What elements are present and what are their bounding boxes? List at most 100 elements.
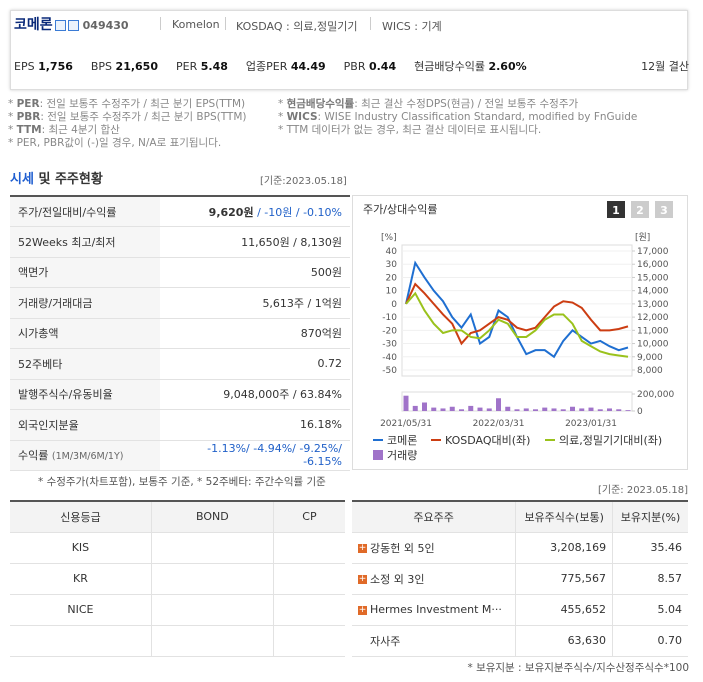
- button-label[interactable]: 3: [660, 204, 668, 217]
- row-value: 870억원: [160, 318, 350, 349]
- row-label: 발행주식수/유동비율: [10, 379, 160, 410]
- y-tick-label: -50: [382, 366, 397, 376]
- note-line: * WICS: WISE Industry Classification Sta…: [278, 111, 638, 123]
- row: 발행주식수/유동비율 9,048,000주 / 63.84%: [10, 379, 350, 410]
- row: 52Weeks 최고/최저 11,650원 / 8,130원: [10, 226, 350, 258]
- icon[interactable]: [54, 19, 66, 31]
- cell: 0.70: [612, 625, 688, 657]
- volume-bar: [468, 405, 474, 411]
- title-rest: 및 주주현황: [38, 172, 103, 187]
- volume-tick-label: 0: [637, 407, 643, 417]
- value: 5,613주 / 1억원: [262, 296, 342, 310]
- y-tick-label: 30: [386, 260, 398, 270]
- legend-label: 의료,정밀기기대비(좌): [559, 434, 662, 447]
- icon[interactable]: [67, 19, 79, 31]
- button[interactable]: [631, 201, 649, 218]
- metric-value: 44.49: [290, 60, 326, 73]
- holders-table: 주요주주 보유주식수(보통) 보유지분(%) + 강동헌 외 5인 3,208,169 35…: [352, 500, 688, 657]
- cell: [273, 625, 345, 657]
- note-text: TTM 데이터가 없는 경우, 최근 결산 데이터로 표시됩니다.: [286, 124, 542, 136]
- volume-bar: [597, 409, 603, 411]
- note-key: PBR: [16, 111, 41, 123]
- cell: 63,630: [515, 625, 614, 657]
- company-code: 049430: [82, 19, 129, 32]
- label: 수익률: [18, 449, 49, 463]
- row: 액면가 500원: [10, 257, 350, 288]
- value: 11,650원 / 8,130원: [241, 235, 342, 249]
- button-label[interactable]: 2: [636, 204, 644, 217]
- note-key: 현금배당수익률: [286, 98, 355, 110]
- row-value: 5,613주 / 1억원: [160, 287, 350, 319]
- expand-icon[interactable]: +: [358, 574, 367, 584]
- volume-bar: [533, 409, 538, 411]
- volume-bar: [625, 410, 631, 411]
- market: KOSDAQ : 의료,정밀기기: [236, 20, 358, 33]
- legend-swatch: [373, 450, 383, 460]
- row-value: 0.72: [160, 348, 350, 380]
- cell: + 소정 외 3인: [352, 563, 517, 595]
- metric-value: 0.44: [368, 60, 397, 73]
- cell: [273, 594, 345, 626]
- fiscal: 12월 결산: [641, 60, 689, 73]
- note-text: : 전일 보통주 수정주가 / 최근 분기 EPS(TTM): [39, 98, 246, 110]
- company-name: 코메론: [14, 17, 53, 33]
- volume-bar: [422, 402, 427, 411]
- button-label[interactable]: 1: [612, 204, 620, 217]
- date: [기준: 2023.05.18]: [597, 485, 688, 496]
- row: 52주베타 0.72: [10, 348, 350, 380]
- cell: + Hermes Investment M···: [352, 594, 517, 626]
- expand-icon[interactable]: +: [358, 543, 367, 553]
- cell: KR: [10, 563, 152, 595]
- volume-tick-label: 200,000: [637, 390, 674, 400]
- label: 주가/전일대비/수익률: [18, 205, 117, 219]
- volume-bar: [542, 407, 548, 411]
- note-key: WICS: [286, 111, 318, 123]
- expand-icon[interactable]: +: [358, 604, 367, 615]
- row: KIS: [10, 532, 345, 564]
- holder-name: 소정 외 3인: [370, 572, 425, 586]
- volume-bar: [431, 407, 437, 411]
- label: 시가총액: [18, 327, 59, 341]
- volume-bar: [412, 405, 418, 411]
- row-value: 9,048,000주 / 63.84%: [160, 379, 350, 410]
- metric-value: 1,756: [38, 60, 73, 73]
- separator: [370, 17, 371, 30]
- label: 52Weeks 최고/최저: [18, 235, 116, 249]
- row: 거래량/거래대금 5,613주 / 1억원: [10, 287, 350, 319]
- button[interactable]: [655, 201, 673, 218]
- note-text: : 전일 보통주 수정주가 / 최근 분기 BPS(TTM): [40, 111, 247, 123]
- row-value: 16.18%: [160, 409, 350, 441]
- cell: [273, 563, 345, 595]
- metric: 현금배당수익률 2.60%: [414, 60, 527, 73]
- row-value: 500원: [160, 257, 350, 288]
- label: 발행주식수/유동비율: [18, 388, 113, 402]
- y2-tick-label: 13,000: [637, 300, 669, 310]
- note-text: : 최근 4분기 합산: [41, 124, 120, 136]
- volume-bar: [486, 408, 492, 411]
- panel-title: 주가/상대수익률: [363, 203, 438, 216]
- y2-tick-label: 14,000: [637, 287, 669, 297]
- row: 주가/전일대비/수익률 9,620원 / -10원 / -0.10%: [10, 196, 350, 227]
- y2-tick-label: 9,000: [637, 353, 663, 363]
- row: KR: [10, 563, 345, 595]
- note-key: PER: [16, 98, 40, 110]
- holder-name: Hermes Investment M···: [370, 603, 502, 616]
- line: [405, 282, 629, 346]
- cell: 35.46: [612, 532, 688, 564]
- volume-bar: [449, 406, 455, 411]
- cell: [10, 625, 152, 657]
- button[interactable]: [607, 201, 625, 218]
- cell: 5.04: [612, 594, 688, 626]
- value: 16.18%: [300, 418, 342, 432]
- row-label: 주가/전일대비/수익률: [10, 196, 160, 227]
- metric: PBR 0.44: [344, 60, 396, 73]
- volume-bar: [514, 409, 520, 411]
- header-cell: 신용등급: [10, 501, 152, 533]
- row-label: 외국인지분율: [10, 409, 160, 441]
- y-tick-label: 0: [391, 300, 397, 310]
- volume-bar: [616, 409, 622, 411]
- header-cell: 보유주식수(보통): [515, 501, 614, 533]
- x-tick-label: 2022/03/31: [473, 419, 525, 429]
- metric-label: EPS: [14, 60, 35, 73]
- cell: 775,567: [515, 563, 614, 595]
